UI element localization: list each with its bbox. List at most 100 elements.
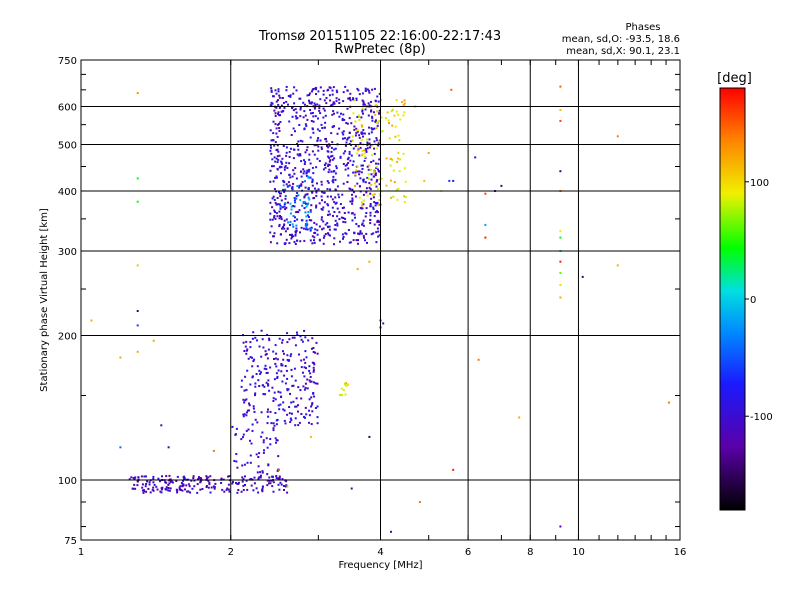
trace-point bbox=[359, 231, 362, 234]
trace-point bbox=[346, 122, 349, 125]
trace-point bbox=[390, 196, 393, 199]
trace-point bbox=[373, 87, 376, 90]
trace-point bbox=[381, 130, 384, 133]
trace-point bbox=[153, 483, 156, 486]
trace-point bbox=[310, 423, 313, 425]
trace-point bbox=[278, 122, 280, 125]
trace-point bbox=[253, 358, 256, 361]
trace-point bbox=[370, 131, 373, 134]
trace-point bbox=[142, 489, 145, 492]
trace-point bbox=[209, 475, 212, 478]
trace-point bbox=[290, 353, 293, 356]
trace-point bbox=[314, 107, 316, 110]
trace-point bbox=[375, 167, 378, 169]
trace-point bbox=[354, 173, 357, 176]
scatter-point bbox=[452, 179, 455, 182]
trace-point bbox=[299, 115, 302, 118]
trace-point bbox=[304, 336, 307, 339]
trace-point bbox=[299, 199, 302, 201]
trace-point bbox=[300, 226, 303, 229]
trace-point bbox=[333, 157, 336, 160]
trace-point bbox=[269, 129, 272, 132]
trace-point bbox=[318, 202, 321, 205]
colorbar-tick-label: 100 bbox=[750, 178, 769, 189]
trace-point bbox=[299, 335, 302, 338]
trace-point bbox=[250, 484, 253, 487]
trace-point bbox=[332, 178, 335, 181]
trace-point bbox=[370, 197, 373, 200]
trace-point bbox=[331, 206, 334, 209]
trace-point bbox=[344, 137, 346, 140]
trace-point bbox=[317, 90, 320, 93]
trace-point bbox=[339, 394, 342, 397]
scatter-point bbox=[559, 109, 562, 111]
trace-point bbox=[258, 369, 261, 372]
trace-point bbox=[320, 123, 323, 126]
trace-point bbox=[242, 484, 245, 487]
trace-point bbox=[241, 464, 244, 467]
trace-point bbox=[301, 219, 304, 222]
trace-point bbox=[373, 175, 376, 178]
scatter-point bbox=[382, 322, 385, 325]
trace-point bbox=[236, 466, 239, 469]
trace-point bbox=[359, 142, 362, 145]
trace-point bbox=[329, 234, 331, 237]
x-tick-label: 8 bbox=[527, 547, 533, 558]
trace-point bbox=[200, 478, 203, 481]
trace-point bbox=[364, 239, 366, 242]
scatter-point bbox=[452, 468, 455, 471]
trace-point bbox=[246, 461, 249, 464]
trace-point bbox=[314, 351, 317, 354]
trace-point bbox=[261, 384, 264, 387]
trace-point bbox=[228, 475, 231, 478]
trace-point bbox=[376, 188, 379, 191]
trace-point bbox=[327, 232, 329, 235]
trace-point bbox=[269, 144, 272, 147]
trace-point bbox=[293, 197, 296, 199]
trace-point bbox=[308, 158, 311, 161]
trace-point bbox=[276, 144, 279, 147]
trace-point bbox=[228, 490, 231, 493]
trace-point bbox=[365, 232, 368, 235]
trace-point bbox=[275, 132, 278, 135]
trace-point bbox=[159, 480, 161, 483]
trace-point bbox=[253, 482, 256, 485]
trace-point bbox=[285, 206, 288, 209]
trace-point bbox=[336, 222, 339, 225]
trace-point bbox=[314, 228, 317, 231]
trace-point bbox=[311, 179, 314, 182]
scatter-point bbox=[667, 401, 670, 404]
trace-point bbox=[352, 171, 355, 174]
trace-point bbox=[279, 121, 282, 123]
trace-point bbox=[283, 181, 286, 184]
trace-point bbox=[333, 211, 336, 213]
trace-point bbox=[370, 183, 373, 186]
trace-point bbox=[355, 127, 358, 130]
trace-point bbox=[198, 476, 200, 479]
trace-point bbox=[366, 176, 369, 179]
trace-point bbox=[310, 102, 313, 105]
trace-point bbox=[347, 156, 350, 159]
trace-point bbox=[283, 166, 286, 169]
trace-point bbox=[313, 197, 316, 199]
trace-point bbox=[343, 212, 346, 214]
trace-point bbox=[374, 114, 377, 116]
trace-point bbox=[334, 147, 337, 150]
trace-point bbox=[269, 479, 272, 482]
trace-point bbox=[363, 152, 366, 155]
trace-point bbox=[359, 230, 362, 233]
trace-point bbox=[310, 396, 313, 399]
trace-point bbox=[322, 236, 325, 239]
trace-point bbox=[245, 352, 248, 355]
scatter-point bbox=[160, 424, 163, 427]
trace-point bbox=[376, 110, 379, 113]
trace-point bbox=[287, 103, 289, 106]
trace-point bbox=[328, 168, 331, 171]
trace-point bbox=[361, 168, 364, 170]
trace-point bbox=[181, 489, 184, 492]
y-tick-label: 600 bbox=[58, 103, 77, 114]
trace-point bbox=[309, 227, 312, 230]
trace-point bbox=[291, 412, 293, 415]
trace-point bbox=[251, 337, 254, 340]
trace-point bbox=[332, 101, 335, 104]
